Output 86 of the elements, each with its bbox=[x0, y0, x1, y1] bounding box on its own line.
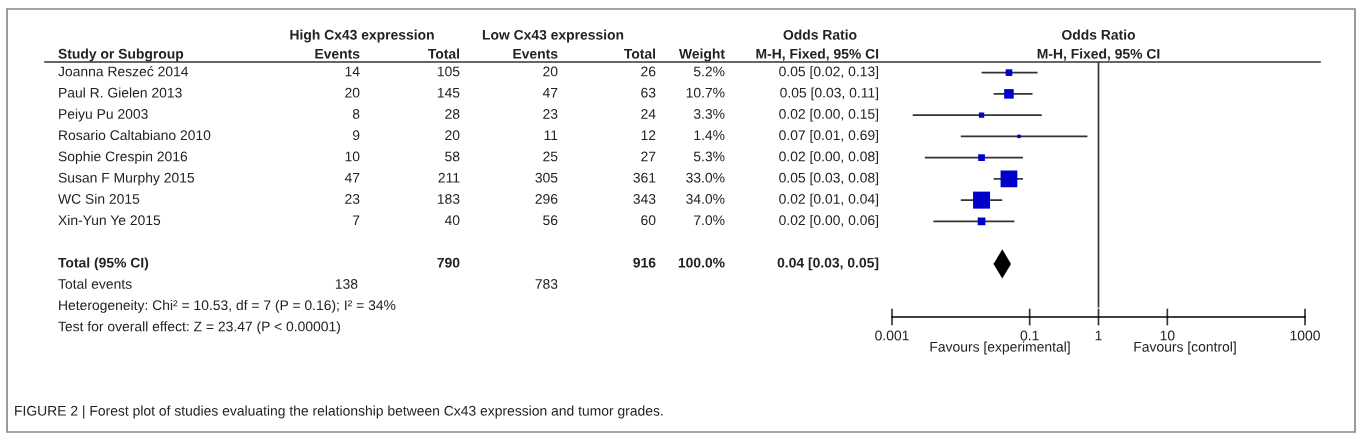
text: 0.02 [0.00, 0.06] bbox=[779, 214, 879, 228]
text: Total (95% CI) bbox=[58, 257, 149, 271]
text: 60 bbox=[641, 215, 656, 226]
text: 26 bbox=[641, 66, 656, 77]
text: Study or Subgroup bbox=[58, 48, 184, 62]
text: 28 bbox=[445, 109, 460, 119]
text: 27 bbox=[641, 151, 656, 162]
text: High Cx43 expression bbox=[290, 29, 434, 43]
text: 20 bbox=[345, 87, 360, 98]
text: Peiyu Pu 2003 bbox=[59, 108, 148, 122]
text: 7 bbox=[352, 215, 360, 225]
text: 47 bbox=[542, 87, 558, 98]
text: 296 bbox=[535, 194, 558, 204]
text: 0.07 [0.01, 0.69] bbox=[779, 129, 879, 143]
text: 145 bbox=[437, 87, 460, 98]
text: 63 bbox=[641, 87, 656, 98]
text: 0.05 [0.03, 0.08] bbox=[779, 172, 879, 186]
text: 56 bbox=[543, 215, 558, 226]
x-tick-label: 1 bbox=[1095, 330, 1102, 341]
text: 361 bbox=[633, 172, 656, 183]
text: Test for overall effect: Z = 23.47 (P < 0.00001) bbox=[58, 321, 340, 335]
text: 20 bbox=[543, 66, 558, 77]
text: 0.02 [0.01, 0.04] bbox=[779, 193, 879, 207]
text: Events bbox=[513, 49, 558, 59]
text: 20 bbox=[445, 130, 460, 141]
text: 0.05 [0.02, 0.13] bbox=[779, 66, 879, 80]
text: 14 bbox=[345, 66, 360, 77]
x-tick-label: 0.001 bbox=[875, 330, 909, 341]
text: 105 bbox=[437, 66, 460, 77]
text: 12 bbox=[641, 130, 656, 140]
text: 23 bbox=[345, 194, 360, 204]
text: 8 bbox=[352, 109, 360, 119]
text: 7.0% bbox=[694, 215, 725, 226]
text: M-H, Fixed, 95% CI bbox=[756, 48, 879, 61]
text: Susan F Murphy 2015 bbox=[58, 172, 195, 186]
text: 916 bbox=[633, 257, 656, 268]
x-tick-label: 0.1 bbox=[1020, 330, 1039, 341]
text: 5.2% bbox=[693, 66, 725, 77]
text: 0.04 [0.03, 0.05] bbox=[777, 257, 879, 271]
caption: FIGURE 2 | Forest plot of studies evaluating the relationship between Cx43 expression and tumor grades. bbox=[15, 405, 663, 419]
text: 100.0% bbox=[678, 257, 725, 268]
text: Rosario Caltabiano 2010 bbox=[59, 129, 211, 141]
text: Sophie Crespin 2016 bbox=[58, 151, 188, 165]
text: 24 bbox=[641, 109, 656, 119]
text: 34.0% bbox=[686, 194, 725, 204]
text: Joanna Reszeć 2014 bbox=[58, 65, 189, 77]
text: 305 bbox=[535, 172, 558, 183]
text: 9 bbox=[352, 130, 360, 141]
text: Heterogeneity: Chi² = 10.53, df = 7 (P = 0.16); I² = 34% bbox=[59, 299, 396, 313]
text: 58 bbox=[445, 151, 460, 162]
text: Paul R. Gielen 2013 bbox=[59, 87, 182, 98]
text: 40 bbox=[444, 215, 460, 226]
text: 183 bbox=[437, 194, 460, 204]
text: 0.05 [0.03, 0.11] bbox=[780, 87, 879, 101]
text: Weight bbox=[678, 48, 725, 62]
text: 5.3% bbox=[693, 151, 725, 162]
text: Xin-Yun Ye 2015 bbox=[58, 214, 161, 226]
text: 25 bbox=[543, 151, 558, 162]
chart-subtitle: M-H, Fixed, 95% CI bbox=[1037, 48, 1160, 61]
text: 47 bbox=[344, 172, 360, 183]
text: 783 bbox=[535, 279, 558, 289]
text: 10.7% bbox=[686, 87, 725, 98]
chart-title: Odds Ratio bbox=[1062, 29, 1135, 40]
text: Total events bbox=[58, 278, 132, 289]
text: 10 bbox=[345, 151, 360, 162]
text: 0.02 [0.00, 0.08] bbox=[779, 151, 879, 165]
x-tick-label: 1000 bbox=[1290, 330, 1320, 341]
text: Odds Ratio bbox=[783, 29, 857, 40]
text: 11 bbox=[544, 130, 558, 140]
text: Low Cx43 expression bbox=[482, 29, 624, 43]
text: 138 bbox=[335, 279, 358, 289]
text: 33.0% bbox=[686, 172, 725, 183]
text: 211 bbox=[438, 172, 460, 183]
text: 0.02 [0.00, 0.15] bbox=[779, 108, 879, 122]
text: 23 bbox=[543, 109, 558, 119]
text: 3.3% bbox=[693, 109, 725, 119]
text: Total bbox=[428, 48, 460, 59]
text: Favours [experimental] bbox=[930, 341, 1070, 355]
text: 790 bbox=[437, 257, 460, 268]
text: Events bbox=[315, 49, 360, 59]
text: 343 bbox=[633, 194, 656, 204]
text: WC Sin 2015 bbox=[58, 193, 140, 204]
text: Favours [control] bbox=[1134, 341, 1236, 355]
text: Total bbox=[624, 48, 656, 59]
text: 1.4% bbox=[694, 130, 725, 141]
x-tick-label: 10 bbox=[1160, 330, 1175, 341]
